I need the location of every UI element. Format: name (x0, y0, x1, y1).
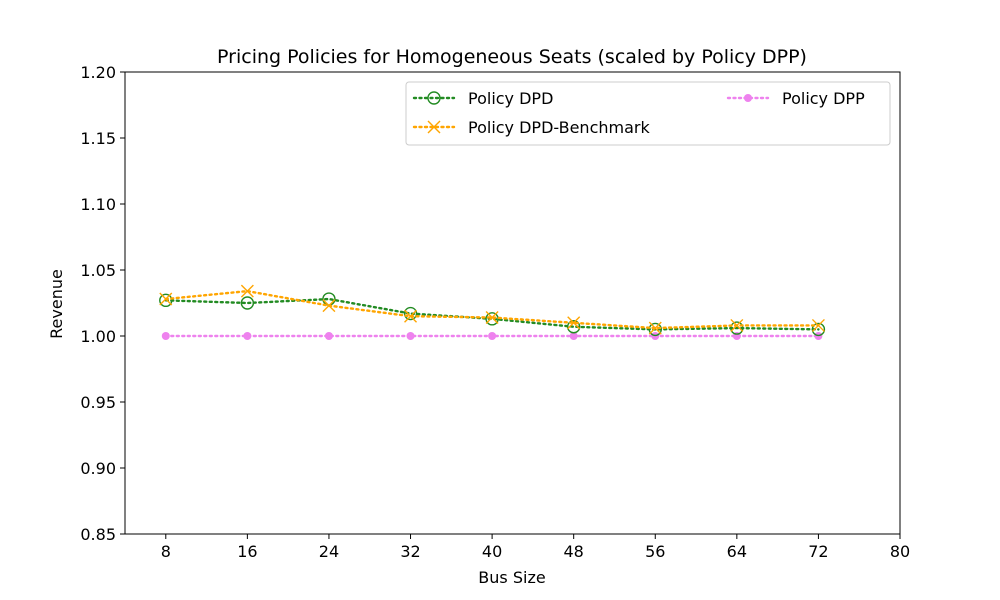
data-point-series-1 (730, 318, 744, 332)
data-point-series-1 (322, 299, 336, 313)
y-tick-label: 1.10 (80, 195, 116, 214)
data-point-series-2 (569, 332, 578, 340)
data-point-series-0 (648, 322, 662, 337)
y-tick-label: 0.95 (80, 393, 116, 412)
x-tick-label: 80 (890, 542, 910, 561)
y-tick-label: 0.85 (80, 525, 116, 544)
data-point-series-1-stroke (811, 318, 825, 332)
data-point-series-0 (240, 296, 255, 310)
data-point-series-1 (240, 284, 254, 298)
data-point-series-0 (811, 322, 826, 337)
legend-swatch-marker (744, 94, 752, 102)
data-point-series-1-stroke (567, 316, 581, 330)
data-point-series-1-stroke (485, 311, 499, 325)
y-tick-label: 1.15 (80, 129, 116, 148)
data-point-series-1 (159, 292, 173, 306)
data-point-series-1 (811, 318, 825, 332)
data-point-series-0 (403, 306, 418, 321)
legend-swatch-marker-stroke (427, 120, 441, 134)
legend-label: Policy DPD-Benchmark (468, 118, 650, 137)
x-tick-label: 64 (727, 542, 747, 561)
plot-area: 8 16 24 32 40 48 56 64 72 80 0.85 0.90 0.95 1.00 1.05 1… (80, 63, 910, 561)
legend: Policy DPD Policy DPD-Benchmark Policy DPP (405, 81, 891, 146)
data-point-series-2 (324, 332, 333, 340)
x-tick-label: 40 (482, 542, 502, 561)
x-tick-label: 48 (564, 542, 584, 561)
data-point-series-0 (730, 321, 744, 335)
chart-title: Pricing Policies for Homogeneous Seats (… (217, 46, 807, 68)
x-tick-label: 8 (161, 542, 171, 561)
data-point-series-1-stroke (404, 309, 418, 323)
data-point-series-1 (648, 321, 662, 335)
y-axis-label: Revenue (47, 269, 66, 339)
data-point-series-2 (406, 332, 415, 340)
y-tick-label: 0.90 (80, 459, 116, 478)
data-point-series-1-stroke (730, 318, 744, 332)
data-point-series-1 (485, 311, 499, 325)
x-tick-label: 16 (237, 542, 257, 561)
legend-swatch-marker (427, 120, 441, 134)
data-point-series-2 (488, 332, 497, 340)
data-point-series-1-stroke (322, 299, 336, 313)
legend-label: Policy DPD (468, 89, 553, 108)
data-point-series-1-stroke (159, 292, 173, 306)
x-tick-label: 32 (400, 542, 420, 561)
y-tick-label: 1.20 (80, 63, 116, 82)
data-point-series-0 (159, 293, 173, 308)
legend-swatch-marker (427, 91, 441, 105)
series-line-1 (164, 289, 820, 330)
axes-frame (124, 71, 901, 535)
data-point-series-2 (243, 332, 252, 340)
x-tick-label: 56 (645, 542, 665, 561)
series-line-0 (164, 297, 820, 331)
x-axis-label: Bus Size (478, 568, 545, 587)
legend-label: Policy DPP (782, 89, 865, 108)
data-point-series-1-stroke (648, 321, 662, 335)
x-tick-label: 24 (319, 542, 339, 561)
data-point-series-0 (566, 320, 581, 334)
data-point-series-2 (161, 332, 170, 340)
data-point-series-1 (567, 316, 581, 330)
x-tick-label: 72 (808, 542, 828, 561)
y-tick-label: 1.00 (80, 327, 116, 346)
y-tick-label: 1.05 (80, 261, 116, 280)
data-point-series-1-stroke (240, 284, 254, 298)
data-point-series-1 (404, 309, 418, 323)
